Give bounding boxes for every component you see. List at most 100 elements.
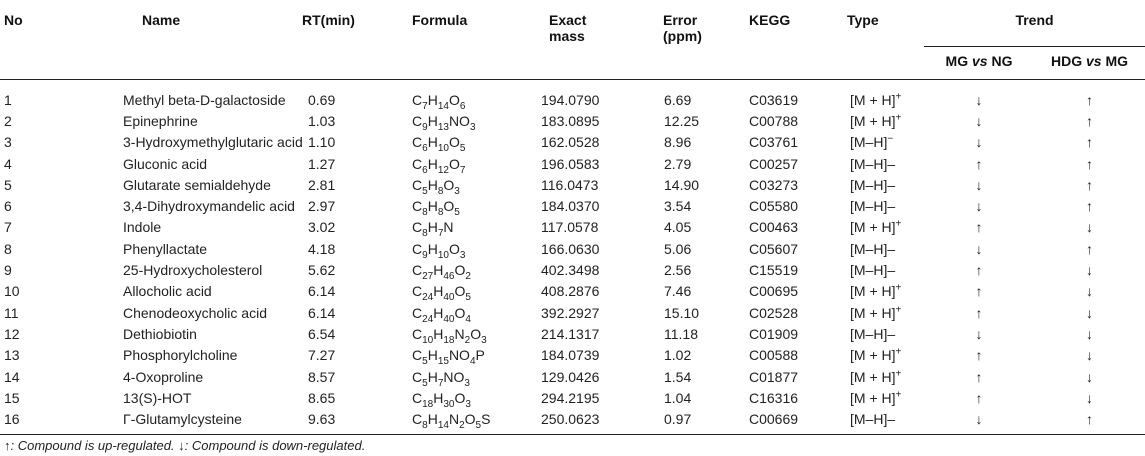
cell-error: 4.05 bbox=[664, 219, 692, 236]
cell-error: 1.04 bbox=[664, 389, 692, 406]
cell-rt: 6.14 bbox=[308, 283, 336, 300]
cell-name: 25-Hydroxycholesterol bbox=[123, 262, 263, 279]
cell-name: Allocholic acid bbox=[123, 283, 212, 300]
header-mg-vs-ng-a: MG bbox=[945, 53, 972, 69]
cell-name: Epinephrine bbox=[123, 112, 198, 129]
cell-exact-mass: 183.0895 bbox=[541, 112, 600, 129]
cell-kegg: C03273 bbox=[749, 176, 799, 193]
cell-trend-mg-vs-ng: ↑ bbox=[975, 368, 983, 385]
table-row: 16 Γ-Glutamylcysteine 9.63 C8H14N2O5S 250.06… bbox=[0, 408, 1145, 433]
cell-trend-mg-vs-ng: ↓ bbox=[975, 325, 983, 342]
cell-formula: C18H30O3 bbox=[412, 389, 471, 410]
header-exact-mass: Exact mass bbox=[523, 0, 636, 79]
cell-formula: C9H13NO3 bbox=[412, 112, 476, 133]
ion-charge: + bbox=[895, 389, 902, 401]
cell-rt: 8.57 bbox=[308, 368, 336, 385]
cell-exact-mass: 116.0473 bbox=[541, 176, 599, 193]
cell-trend-hdg-vs-mg: ↑ bbox=[1086, 411, 1093, 428]
cell-no: 7 bbox=[4, 219, 12, 236]
table-body: 1 Methyl beta-D-galactoside 0.69 C7H14O6 194… bbox=[0, 80, 1145, 435]
ion-type: [M–H]– bbox=[850, 325, 896, 342]
cell-name: Indole bbox=[123, 219, 162, 236]
header-type: Type bbox=[847, 12, 879, 28]
table-row: 15 13(S)-HOT 8.65 C18H30O3 294.2195 1.04 C1631… bbox=[0, 387, 1145, 410]
cell-error: 15.10 bbox=[664, 304, 700, 321]
cell-rt: 6.14 bbox=[308, 304, 336, 321]
cell-error: 2.56 bbox=[664, 262, 692, 279]
cell-rt: 2.97 bbox=[308, 198, 336, 215]
cell-formula: C6H10O5 bbox=[412, 134, 466, 155]
cell-no: 16 bbox=[4, 411, 20, 428]
ion-type: [M–H]– bbox=[850, 198, 896, 215]
metabolite-table: No Name RT(min) Formula Exact mass Error… bbox=[0, 0, 1145, 435]
cell-exact-mass: 408.2876 bbox=[541, 283, 600, 300]
cell-error: 0.97 bbox=[664, 411, 692, 428]
header-hdg-vs-mg-vs: vs bbox=[1085, 53, 1102, 69]
cell-trend-mg-vs-ng: ↓ bbox=[975, 240, 983, 257]
cell-kegg: C03619 bbox=[749, 91, 799, 108]
cell-exact-mass: 166.0630 bbox=[541, 240, 600, 257]
cell-error: 12.25 bbox=[664, 112, 700, 129]
cell-error: 3.54 bbox=[664, 198, 692, 215]
cell-error: 1.54 bbox=[664, 368, 692, 385]
ion-type: [M + H] bbox=[850, 347, 896, 364]
cell-type: [M–H]– bbox=[829, 174, 924, 195]
cell-exact-mass: 162.0528 bbox=[541, 134, 600, 151]
cell-rt: 8.65 bbox=[308, 389, 336, 406]
cell-name: 3,4-Dihydroxymandelic acid bbox=[123, 198, 295, 215]
ion-type: [M–H] bbox=[850, 134, 888, 151]
cell-kegg: C00257 bbox=[749, 155, 799, 172]
cell-rt: 1.27 bbox=[308, 155, 336, 172]
table-row: 4 Gluconic acid 1.27 C6H12O7 196.0583 2.79 C00… bbox=[0, 153, 1145, 175]
cell-error: 14.90 bbox=[664, 176, 700, 193]
cell-formula: C10H18N2O3 bbox=[412, 325, 487, 346]
cell-no: 15 bbox=[4, 389, 20, 406]
cell-kegg: C05580 bbox=[749, 198, 799, 215]
cell-exact-mass: 194.0790 bbox=[541, 91, 600, 108]
cell-exact-mass: 196.0583 bbox=[541, 155, 600, 172]
ion-type: [M–H]– bbox=[850, 176, 896, 193]
cell-kegg: C00788 bbox=[749, 112, 799, 129]
cell-error: 2.79 bbox=[664, 155, 692, 172]
cell-name: 13(S)-HOT bbox=[123, 389, 192, 406]
cell-rt: 6.54 bbox=[308, 325, 336, 342]
header-no: No bbox=[4, 12, 23, 28]
ion-charge: − bbox=[887, 133, 894, 145]
cell-name: Phenyllactate bbox=[123, 240, 208, 257]
cell-trend-hdg-vs-mg: ↓ bbox=[1086, 283, 1093, 300]
cell-no: 2 bbox=[4, 112, 12, 129]
cell-rt: 3.02 bbox=[308, 219, 336, 236]
cell-trend-mg-vs-ng: ↑ bbox=[975, 155, 983, 172]
cell-trend-hdg-vs-mg: ↑ bbox=[1086, 155, 1093, 172]
cell-rt: 0.69 bbox=[308, 91, 336, 108]
ion-charge: + bbox=[895, 112, 902, 124]
cell-name: Γ-Glutamylcysteine bbox=[123, 411, 242, 428]
cell-no: 5 bbox=[4, 176, 12, 193]
cell-kegg: C01909 bbox=[749, 325, 799, 342]
table-row: 13 Phosphorylcholine 7.27 C5H15NO4P 184.0739… bbox=[0, 345, 1145, 366]
cell-type: [M + H]+ bbox=[829, 345, 924, 366]
header-error: Error (ppm) bbox=[636, 0, 736, 79]
cell-type: [M + H]+ bbox=[829, 217, 924, 238]
cell-trend-hdg-vs-mg: ↓ bbox=[1086, 389, 1093, 406]
cell-kegg: C00588 bbox=[749, 347, 799, 364]
header-hdg-vs-mg-b: MG bbox=[1101, 53, 1129, 69]
cell-trend-mg-vs-ng: ↑ bbox=[975, 283, 983, 300]
cell-type: [M–H]– bbox=[829, 238, 924, 259]
cell-name: Dethiobiotin bbox=[123, 325, 197, 342]
ion-charge: + bbox=[895, 303, 902, 315]
cell-rt: 4.18 bbox=[308, 240, 336, 257]
cell-type: [M–H]– bbox=[829, 408, 924, 433]
cell-kegg: C00695 bbox=[749, 283, 799, 300]
cell-kegg: C15519 bbox=[749, 262, 799, 279]
cell-rt: 7.27 bbox=[308, 347, 336, 364]
header-exact-mass-line2: mass bbox=[549, 28, 585, 44]
cell-formula: C8H8O5 bbox=[412, 198, 460, 218]
table-row: 5 Glutarate semialdehyde 2.81 C5H8O3 116.047… bbox=[0, 174, 1145, 196]
cell-error: 11.18 bbox=[664, 325, 698, 342]
cell-no: 9 bbox=[4, 262, 12, 279]
ion-type: [M + H] bbox=[850, 283, 896, 300]
ion-type: [M–H]– bbox=[850, 411, 896, 428]
cell-exact-mass: 129.0426 bbox=[541, 368, 600, 385]
header-hdg-vs-mg: HDG vs MG bbox=[1034, 47, 1145, 80]
